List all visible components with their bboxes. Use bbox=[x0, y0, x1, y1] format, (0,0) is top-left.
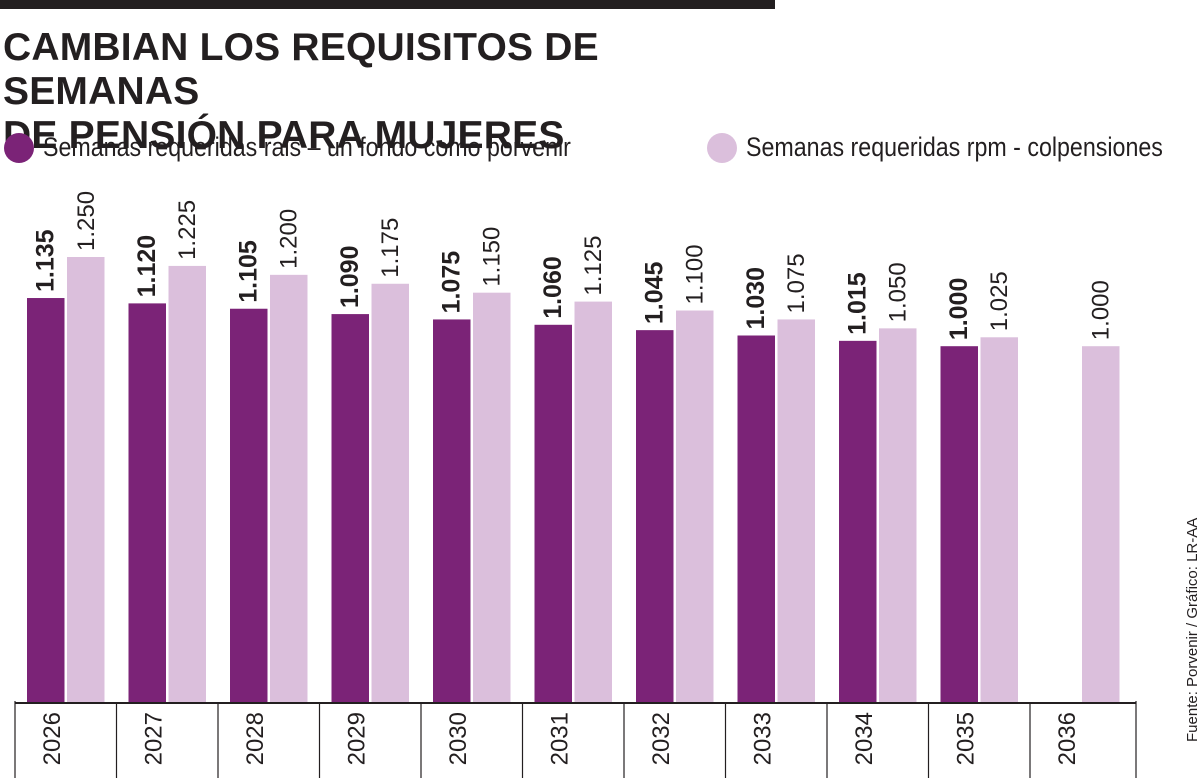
data-label-rais-2035: 1.000 bbox=[945, 278, 973, 341]
x-tick-label-2036: 2036 bbox=[1054, 712, 1081, 765]
bar-rpm-2035 bbox=[980, 337, 1018, 703]
data-label-rais-2030: 1.075 bbox=[438, 251, 466, 314]
top-rule bbox=[0, 0, 775, 9]
data-label-rpm-2036: 1.000 bbox=[1088, 280, 1115, 340]
bar-rais-2034 bbox=[839, 340, 877, 703]
data-label-rpm-2028: 1.200 bbox=[276, 209, 303, 269]
data-label-rpm-2030: 1.150 bbox=[479, 227, 506, 287]
bar-rais-2027 bbox=[128, 303, 166, 703]
data-label-rpm-2027: 1.225 bbox=[174, 200, 201, 260]
x-tick-label-2030: 2030 bbox=[445, 712, 472, 765]
bar-rais-2035 bbox=[940, 346, 978, 703]
bar-rais-2033 bbox=[737, 335, 775, 703]
data-label-rpm-2031: 1.125 bbox=[580, 236, 607, 296]
legend-item-rais: Semanas requeridas rais – un fondo como … bbox=[4, 132, 657, 163]
data-label-rpm-2032: 1.100 bbox=[682, 244, 709, 304]
x-tick-label-2026: 2026 bbox=[39, 712, 66, 765]
chart-title-line-1: CAMBIAN LOS REQUISITOS DE SEMANAS bbox=[3, 26, 599, 113]
x-tick-label-2032: 2032 bbox=[648, 712, 675, 765]
x-tick-label-2028: 2028 bbox=[242, 712, 269, 765]
chart-title-line-2: DE PENSIÓN PARA MUJERES bbox=[3, 114, 565, 157]
bar-rpm-2036 bbox=[1082, 346, 1120, 703]
legend: Semanas requeridas rais – un fondo como … bbox=[0, 132, 1200, 172]
bar-rais-2026 bbox=[27, 298, 65, 703]
chart-title: CAMBIAN LOS REQUISITOS DE SEMANAS DE PEN… bbox=[3, 26, 803, 158]
data-label-rais-2033: 1.030 bbox=[742, 267, 770, 330]
x-tick-label-2029: 2029 bbox=[344, 712, 371, 765]
x-tick-label-2034: 2034 bbox=[851, 712, 878, 765]
bar-rais-2028 bbox=[230, 308, 268, 703]
bar-rpm-2026 bbox=[67, 257, 105, 703]
bar-rpm-2028 bbox=[270, 274, 308, 703]
legend-item-rpm: Semanas requeridas rpm - colpensiones bbox=[707, 132, 1200, 163]
data-label-rpm-2035: 1.025 bbox=[986, 271, 1013, 331]
bar-rais-2031 bbox=[534, 324, 572, 703]
x-tick-label-2035: 2035 bbox=[953, 712, 980, 765]
data-label-rais-2029: 1.090 bbox=[336, 246, 364, 309]
data-label-rais-2034: 1.015 bbox=[844, 272, 872, 335]
data-label-rpm-2026: 1.250 bbox=[73, 191, 100, 251]
legend-swatch-rpm bbox=[707, 132, 737, 163]
data-label-rais-2027: 1.120 bbox=[133, 235, 161, 298]
bar-rpm-2032 bbox=[676, 310, 714, 703]
bar-rpm-2033 bbox=[777, 319, 815, 703]
data-label-rais-2031: 1.060 bbox=[539, 256, 567, 319]
source-credit: Fuente: Porvenir / Gráfico: LR-AA bbox=[1184, 517, 1200, 742]
bar-rais-2032 bbox=[636, 330, 674, 703]
data-label-rais-2026: 1.135 bbox=[32, 229, 60, 292]
bar-rpm-2030 bbox=[473, 292, 511, 703]
x-tick-label-2033: 2033 bbox=[750, 712, 777, 765]
data-label-rpm-2034: 1.050 bbox=[885, 262, 912, 322]
data-label-rais-2028: 1.105 bbox=[235, 240, 263, 303]
bar-rais-2030 bbox=[433, 319, 471, 703]
bar-rpm-2034 bbox=[879, 328, 917, 703]
legend-label-rpm: Semanas requeridas rpm - colpensiones bbox=[746, 132, 1163, 162]
data-label-rpm-2033: 1.075 bbox=[783, 253, 810, 313]
legend-label-rais: Semanas requeridas rais – un fondo como … bbox=[43, 132, 571, 162]
bar-rpm-2029 bbox=[371, 283, 409, 703]
legend-swatch-rais bbox=[4, 132, 34, 163]
data-label-rais-2032: 1.045 bbox=[641, 261, 669, 324]
bar-rpm-2031 bbox=[574, 301, 612, 703]
bar-rpm-2027 bbox=[168, 265, 206, 703]
bar-rais-2029 bbox=[331, 314, 369, 703]
x-tick-label-2027: 2027 bbox=[141, 712, 168, 765]
x-tick-label-2031: 2031 bbox=[547, 712, 574, 765]
data-label-rpm-2029: 1.175 bbox=[377, 218, 404, 278]
